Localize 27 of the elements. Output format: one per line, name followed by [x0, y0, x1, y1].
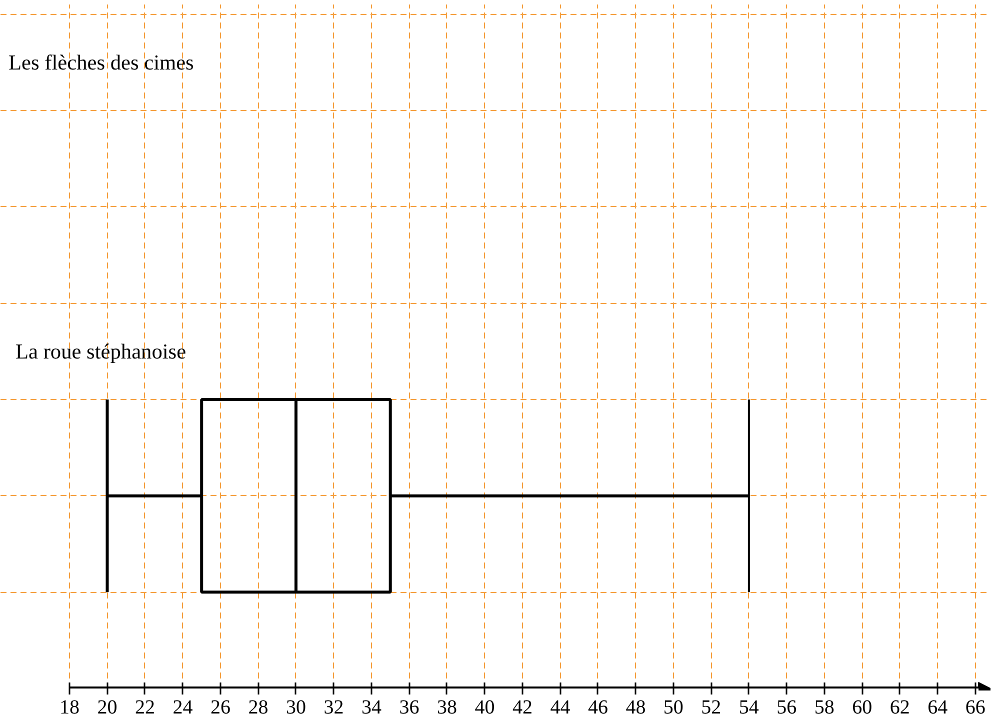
x-tick-label: 62 — [890, 696, 910, 716]
x-tick-label: 60 — [852, 696, 872, 716]
x-tick-label: 38 — [436, 696, 457, 716]
x-tick-label: 34 — [361, 696, 382, 716]
x-tick-label: 44 — [550, 696, 570, 716]
x-tick-label: 30 — [286, 696, 306, 716]
x-tick-label: 42 — [512, 696, 532, 716]
x-tick-label: 36 — [399, 696, 420, 716]
x-tick-label: 46 — [588, 696, 608, 716]
x-tick-label: 64 — [928, 696, 948, 716]
x-tick-label: 18 — [60, 696, 80, 716]
x-tick-label: 40 — [474, 696, 495, 716]
x-tick-label: 54 — [738, 696, 759, 716]
y-tick-label: Les flèches des cimes — [8, 50, 194, 74]
x-tick-label: 20 — [97, 696, 118, 716]
x-tick-label: 24 — [172, 696, 193, 716]
x-tick-label: 56 — [776, 696, 797, 716]
x-tick-label: 66 — [965, 696, 986, 716]
x-tick-label: 32 — [324, 696, 344, 716]
x-tick-label: 26 — [210, 696, 230, 716]
x-tick-label: 50 — [663, 696, 684, 716]
x-tick-label: 52 — [701, 696, 722, 716]
y-tick-label: La roue stéphanoise — [16, 339, 186, 364]
x-tick-label: 48 — [626, 696, 646, 716]
x-tick-label: 58 — [814, 696, 834, 716]
x-tick-label: 22 — [134, 696, 155, 716]
x-tick-label: 28 — [248, 696, 268, 716]
